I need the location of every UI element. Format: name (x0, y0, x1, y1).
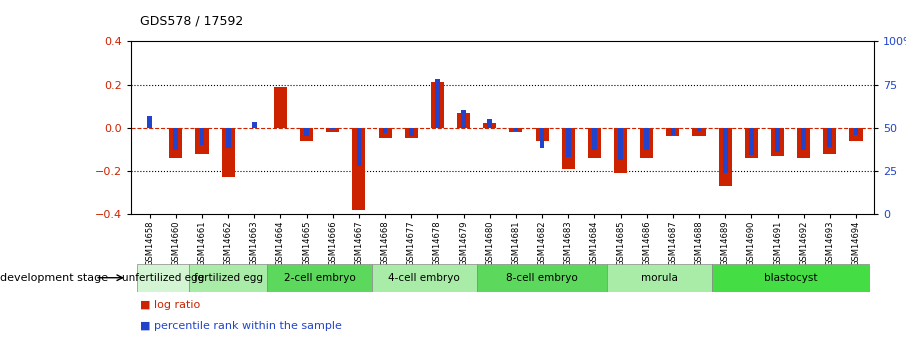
Bar (723, 128, 728, 172)
Bar (824, 128, 836, 154)
Bar (331, 128, 335, 129)
Bar (588, 128, 601, 158)
Text: 2-cell embryo: 2-cell embryo (284, 273, 355, 283)
Bar (379, 128, 391, 138)
Text: fertilized egg: fertilized egg (194, 273, 263, 283)
Bar (226, 128, 230, 148)
Bar (372, 264, 477, 292)
Bar (189, 264, 267, 292)
Bar (304, 128, 309, 136)
Text: blastocyst: blastocyst (764, 273, 817, 283)
Bar (718, 128, 732, 186)
Bar (776, 128, 780, 152)
Bar (853, 128, 858, 135)
Bar (169, 128, 182, 158)
Bar (712, 264, 869, 292)
Bar (618, 128, 623, 160)
Bar (562, 128, 574, 169)
Bar (352, 128, 365, 209)
Bar (592, 128, 597, 150)
Bar (477, 264, 607, 292)
Bar (666, 128, 680, 136)
Bar (670, 128, 675, 135)
Bar (409, 128, 414, 136)
Bar (137, 264, 189, 292)
Bar (745, 128, 758, 158)
Text: unfertilized egg: unfertilized egg (121, 273, 204, 283)
Text: ■ log ratio: ■ log ratio (140, 300, 201, 310)
Bar (173, 128, 178, 150)
Bar (222, 128, 235, 177)
Bar (535, 128, 549, 141)
Text: development stage: development stage (0, 273, 108, 283)
Bar (252, 122, 256, 128)
Text: 4-cell embryo: 4-cell embryo (389, 273, 460, 283)
Bar (771, 128, 784, 156)
Bar (614, 128, 627, 173)
Bar (357, 128, 361, 166)
Bar (461, 110, 466, 128)
Bar (487, 119, 492, 128)
Bar (801, 128, 806, 150)
Bar (300, 128, 313, 141)
Bar (483, 123, 496, 128)
Bar (827, 128, 833, 147)
Text: 8-cell embryo: 8-cell embryo (506, 273, 578, 283)
Bar (405, 128, 418, 138)
Bar (692, 128, 706, 136)
Bar (148, 116, 152, 128)
Bar (850, 128, 863, 141)
Bar (382, 128, 388, 133)
Bar (199, 128, 205, 145)
Bar (749, 128, 754, 155)
Text: morula: morula (641, 273, 679, 283)
Bar (540, 128, 545, 148)
Bar (641, 128, 653, 158)
Bar (697, 128, 701, 131)
Bar (267, 264, 372, 292)
Text: ■ percentile rank within the sample: ■ percentile rank within the sample (140, 321, 342, 331)
Bar (607, 264, 712, 292)
Bar (644, 128, 649, 150)
Bar (457, 112, 470, 128)
Bar (431, 82, 444, 128)
Bar (435, 79, 439, 128)
Bar (509, 128, 523, 132)
Bar (196, 128, 208, 154)
Bar (797, 128, 810, 158)
Bar (566, 128, 571, 157)
Bar (514, 128, 518, 131)
Bar (274, 87, 287, 128)
Text: GDS578 / 17592: GDS578 / 17592 (140, 14, 244, 28)
Bar (326, 128, 340, 132)
